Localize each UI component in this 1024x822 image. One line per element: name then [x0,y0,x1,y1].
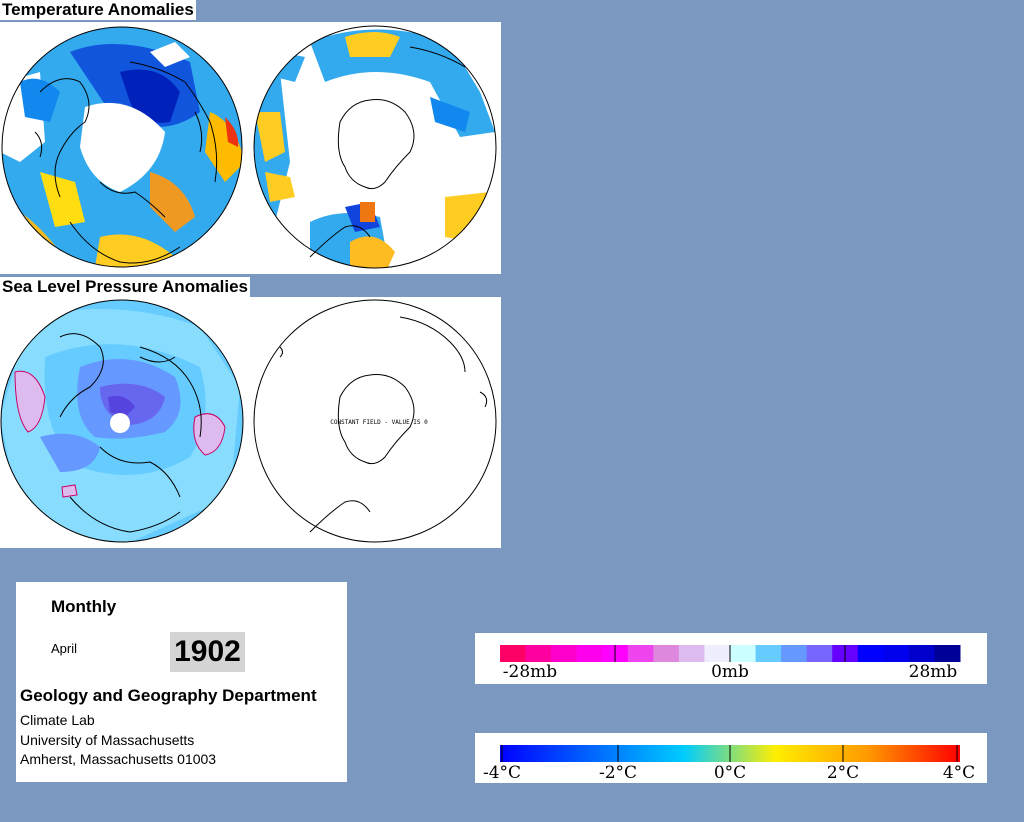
pressure-swatch [678,645,705,662]
temp-label-zero: 0°C [714,763,746,783]
lab-label: Climate Lab [20,712,95,728]
pressure-swatch [908,645,935,662]
temperature-south-map [253,25,497,269]
temp-label-minus2: -2°C [599,763,637,783]
pressure-swatch [704,645,731,662]
pressure-swatch [755,645,782,662]
university-label: University of Massachusetts [20,732,195,748]
constant-field-note: CONSTANT FIELD - VALUE IS 0 [330,419,428,426]
pressure-colorbar: -28mb 0mb 28mb [500,645,961,682]
temperature-north-map [1,26,243,268]
pressure-swatch [653,645,680,662]
pressure-swatch [806,645,833,662]
address-label: Amherst, Massachusetts 01003 [20,751,217,767]
pressure-title: Sea Level Pressure Anomalies [0,277,251,297]
pressure-swatch [576,645,603,662]
pressure-south-map: CONSTANT FIELD - VALUE IS 0 [253,299,497,543]
pressure-swatch [525,645,552,662]
month-label: April [51,641,78,656]
year-display: 1902 [170,632,245,672]
pressure-label-zero: 0mb [711,662,749,682]
pressure-swatch [883,645,910,662]
pressure-swatch [730,645,757,662]
pressure-north-map [0,299,244,543]
temp-label-plus4: 4°C [943,763,975,783]
pressure-swatch [934,645,961,662]
department-label: Geology and Geography Department [20,686,317,705]
pressure-swatch [781,645,808,662]
temp-label-plus2: 2°C [827,763,859,783]
temp-label-minus4: -4°C [483,763,521,783]
temperature-panel [0,22,501,274]
pressure-label-min: -28mb [503,662,557,682]
pressure-panel: CONSTANT FIELD - VALUE IS 0 [0,297,501,548]
temperature-legend: -4°C -2°C 0°C 2°C 4°C [475,733,987,783]
temperature-colorbar: -4°C -2°C 0°C 2°C 4°C [483,745,975,783]
pressure-swatch [551,645,578,662]
info-box: Monthly April 1902 Geology and Geography… [16,582,347,782]
temperature-title: Temperature Anomalies [0,0,196,20]
pressure-swatch [627,645,654,662]
pressure-swatch [857,645,884,662]
period-label: Monthly [51,597,117,616]
pressure-label-max: 28mb [909,662,958,682]
pressure-legend: -28mb 0mb 28mb [475,633,987,684]
pressure-swatch [500,645,527,662]
